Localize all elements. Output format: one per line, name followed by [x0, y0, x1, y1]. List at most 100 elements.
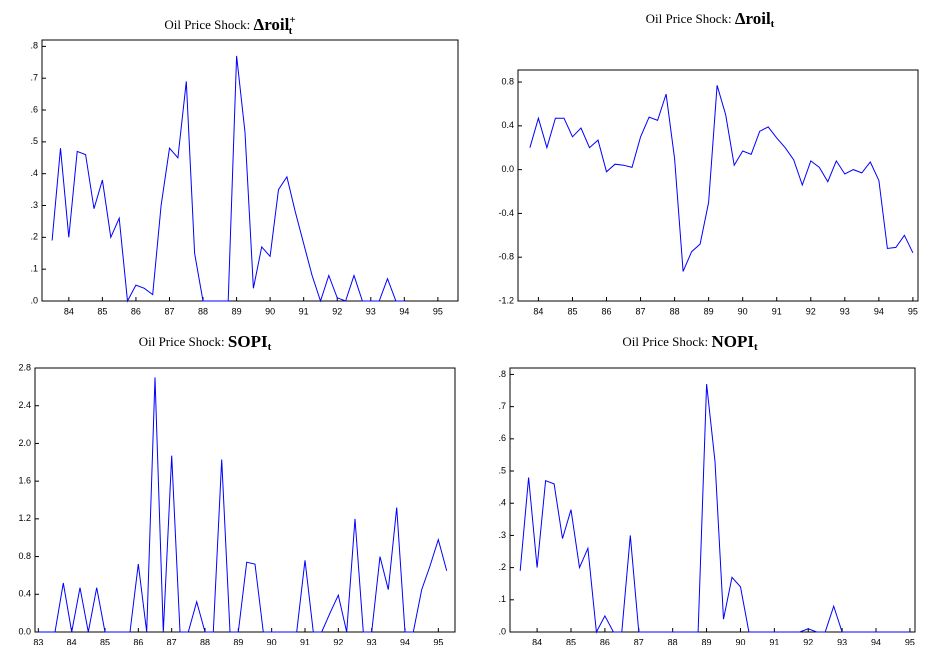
x-tick-label: 91 [299, 306, 309, 316]
y-tick-label: .2 [30, 232, 38, 242]
y-tick-label: 2.4 [18, 400, 31, 410]
x-tick-label: 91 [769, 637, 779, 645]
title-subscript: t [268, 341, 272, 353]
x-tick-label: 86 [133, 637, 143, 645]
x-tick-label: 90 [265, 306, 275, 316]
plot-frame [41, 39, 459, 302]
y-tick-label: .2 [498, 562, 506, 572]
y-tick-label: .5 [30, 136, 38, 146]
y-tick-label: -1.2 [498, 295, 514, 305]
x-tick-label: 91 [300, 637, 310, 645]
title-text: Oil Price Shock: [164, 17, 250, 32]
plot-frame [509, 367, 916, 633]
y-tick-label: 1.2 [18, 513, 31, 523]
title-subscript: t [289, 25, 293, 37]
y-tick-label: .0 [30, 295, 38, 305]
x-tick-label: 87 [164, 306, 174, 316]
y-tick-label: .0 [498, 626, 506, 636]
title-symbol: NOPI [712, 332, 755, 351]
x-tick-label: 93 [837, 637, 847, 645]
y-tick-label: .8 [30, 41, 38, 51]
chart-title: Oil Price Shock: Δroil+ t [164, 14, 295, 37]
title-text: Oil Price Shock: [139, 334, 225, 349]
plot-frame [517, 69, 919, 302]
title-symbol: Δroil [735, 9, 771, 28]
x-tick-label: 84 [64, 306, 74, 316]
x-tick-label: 88 [668, 637, 678, 645]
chart-title: Oil Price Shock: Δroilt [646, 9, 775, 30]
y-tick-label: 2.8 [18, 362, 31, 372]
y-tick-label: .7 [498, 401, 506, 411]
title-subscript: t [771, 18, 775, 30]
y-tick-label: -0.8 [498, 252, 514, 262]
series-line [51, 55, 405, 303]
y-tick-label: .8 [498, 369, 506, 379]
x-tick-label: 94 [871, 637, 881, 645]
x-tick-label: 94 [399, 306, 409, 316]
y-tick-label: .6 [498, 433, 506, 443]
y-tick-label: 0.0 [18, 626, 31, 636]
x-tick-label: 86 [131, 306, 141, 316]
x-tick-label: 95 [905, 637, 915, 645]
x-tick-label: 90 [738, 306, 748, 316]
y-tick-label: .7 [30, 73, 38, 83]
x-tick-label: 86 [600, 637, 610, 645]
x-tick-label: 90 [267, 637, 277, 645]
series-line [38, 377, 448, 633]
x-tick-label: 92 [332, 306, 342, 316]
x-tick-label: 84 [533, 306, 543, 316]
title-text: Oil Price Shock: [646, 11, 732, 26]
y-tick-label: 2.0 [18, 438, 31, 448]
y-tick-label: .4 [498, 498, 506, 508]
y-tick-label: .1 [30, 264, 38, 274]
chart-title: Oil Price Shock: NOPIt [622, 332, 758, 353]
x-tick-label: 84 [532, 637, 542, 645]
x-tick-label: 92 [333, 637, 343, 645]
x-tick-label: 92 [803, 637, 813, 645]
x-tick-label: 89 [704, 306, 714, 316]
x-tick-label: 87 [636, 306, 646, 316]
x-tick-label: 88 [670, 306, 680, 316]
x-tick-label: 93 [366, 306, 376, 316]
title-symbol: Δroil [254, 15, 290, 34]
x-tick-label: 87 [634, 637, 644, 645]
y-tick-label: 0.0 [501, 164, 514, 174]
x-tick-label: 92 [806, 306, 816, 316]
y-tick-label: -0.4 [498, 208, 514, 218]
y-tick-label: 0.4 [18, 589, 31, 599]
x-tick-label: 89 [232, 306, 242, 316]
x-tick-label: 93 [840, 306, 850, 316]
x-tick-label: 91 [772, 306, 782, 316]
plot-frame [34, 367, 456, 633]
series-line [529, 85, 914, 272]
y-tick-label: .4 [30, 168, 38, 178]
title-text: Oil Price Shock: [622, 334, 708, 349]
x-tick-label: 88 [200, 637, 210, 645]
x-tick-label: 83 [33, 637, 43, 645]
chart-title: Oil Price Shock: SOPIt [139, 332, 272, 353]
x-tick-label: 85 [566, 637, 576, 645]
y-tick-label: 0.8 [501, 76, 514, 86]
title-symbol: SOPI [228, 332, 268, 351]
x-tick-label: 85 [567, 306, 577, 316]
x-tick-label: 95 [433, 637, 443, 645]
title-superscript: + [289, 14, 295, 26]
y-tick-label: 0.4 [501, 120, 514, 130]
x-tick-label: 85 [97, 306, 107, 316]
x-tick-label: 90 [735, 637, 745, 645]
x-tick-label: 95 [908, 306, 918, 316]
y-tick-label: .3 [30, 200, 38, 210]
y-tick-label: .1 [498, 594, 506, 604]
y-tick-label: .3 [498, 530, 506, 540]
y-tick-label: .6 [30, 104, 38, 114]
x-tick-label: 88 [198, 306, 208, 316]
y-tick-label: .5 [498, 465, 506, 475]
x-tick-label: 87 [167, 637, 177, 645]
y-tick-label: 1.6 [18, 476, 31, 486]
x-tick-label: 95 [433, 306, 443, 316]
x-tick-label: 93 [367, 637, 377, 645]
title-subscript: t [754, 341, 758, 353]
x-tick-label: 84 [67, 637, 77, 645]
x-tick-label: 86 [602, 306, 612, 316]
